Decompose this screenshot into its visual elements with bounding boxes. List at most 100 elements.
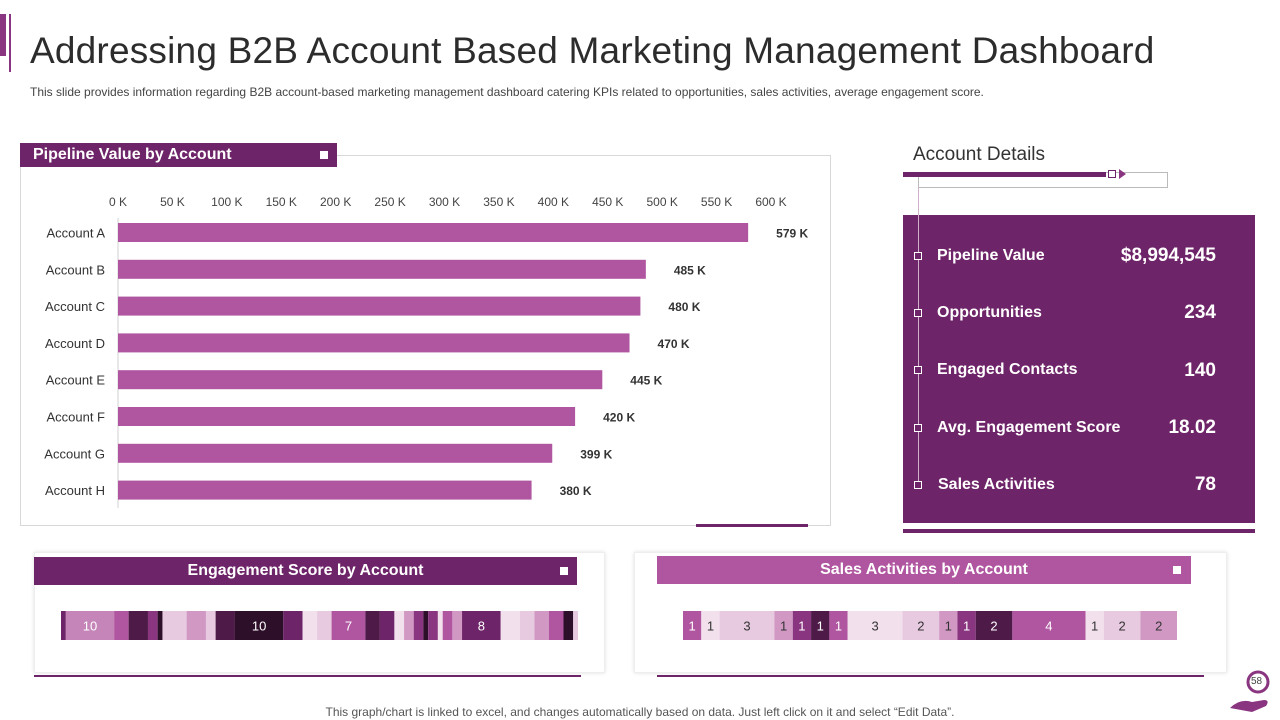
segment[interactable] <box>774 611 793 640</box>
segment[interactable] <box>157 611 163 640</box>
bar[interactable] <box>118 443 553 463</box>
segment[interactable] <box>701 611 720 640</box>
x-tick-label: 50 K <box>160 195 185 209</box>
segment[interactable] <box>452 611 463 640</box>
segment[interactable] <box>549 611 564 640</box>
bar-value-label: 485 K <box>674 263 706 277</box>
opportunities-label: Opportunities <box>937 304 1042 321</box>
engagement-chart-header: Engagement Score by Account <box>34 557 577 585</box>
segment[interactable] <box>1012 611 1086 640</box>
x-tick-label: 600 K <box>755 195 786 209</box>
segment[interactable] <box>215 611 235 640</box>
segment[interactable] <box>423 611 429 640</box>
segment[interactable] <box>847 611 903 640</box>
bullet-icon <box>914 481 922 489</box>
pipeline-value-value: $8,994,545 <box>1120 245 1216 266</box>
segment[interactable] <box>437 611 443 640</box>
segment[interactable] <box>683 611 702 640</box>
segment[interactable] <box>428 611 438 640</box>
page-subtitle: This slide provides information regardin… <box>30 85 984 99</box>
x-tick-label: 550 K <box>701 195 732 209</box>
account-details-connector <box>918 188 919 488</box>
segment[interactable] <box>462 611 501 640</box>
segment[interactable] <box>379 611 395 640</box>
segment[interactable] <box>957 611 976 640</box>
segment-label: 1 <box>707 619 714 634</box>
pipeline-chart[interactable]: 0 K 50 K 100 K 150 K 200 K 250 K 300 K 350 K 400… <box>0 0 840 530</box>
segment-label: 2 <box>917 619 924 634</box>
segment-label: 2 <box>1118 619 1125 634</box>
segment[interactable] <box>1140 611 1177 640</box>
segment[interactable] <box>520 611 535 640</box>
segment[interactable] <box>114 611 129 640</box>
header-square-icon <box>320 151 328 159</box>
segment[interactable] <box>573 611 578 640</box>
x-tick-label: 400 K <box>538 195 569 209</box>
segment-label: 1 <box>780 619 787 634</box>
segment[interactable] <box>811 611 830 640</box>
segment-label: 10 <box>83 619 97 634</box>
title-accent-bar <box>0 14 6 56</box>
segment[interactable] <box>317 611 332 640</box>
segment[interactable] <box>162 611 187 640</box>
bullet-icon <box>914 366 922 374</box>
segment[interactable] <box>1103 611 1141 640</box>
segment-label: 8 <box>478 619 485 634</box>
segment-label: 1 <box>798 619 805 634</box>
segment-label: 1 <box>963 619 970 634</box>
segment[interactable] <box>205 611 216 640</box>
opportunities-value: 234 <box>1184 302 1216 323</box>
segment-label: 7 <box>345 619 352 634</box>
segment[interactable] <box>404 611 414 640</box>
segment[interactable] <box>128 611 148 640</box>
segment[interactable] <box>442 611 453 640</box>
page-title: Addressing B2B Account Based Marketing M… <box>30 30 1155 71</box>
segment[interactable] <box>186 611 206 640</box>
bar[interactable] <box>118 296 641 316</box>
segment-label: 2 <box>990 619 997 634</box>
engaged-contacts-value: 140 <box>1184 360 1216 381</box>
segment[interactable] <box>500 611 521 640</box>
y-category-label: Account G <box>44 446 105 461</box>
bar[interactable] <box>118 480 532 500</box>
x-tick-label: 450 K <box>592 195 623 209</box>
segment[interactable] <box>365 611 380 640</box>
square-marker-icon <box>1108 170 1116 178</box>
avg-engagement-label: Avg. Engagement Score <box>937 419 1121 436</box>
segment[interactable] <box>829 611 848 640</box>
segment[interactable] <box>302 611 318 640</box>
bar[interactable] <box>118 259 646 279</box>
segment[interactable] <box>413 611 424 640</box>
segment[interactable] <box>939 611 958 640</box>
segment[interactable] <box>234 611 284 640</box>
segment[interactable] <box>902 611 940 640</box>
bar[interactable] <box>118 370 603 390</box>
account-details-underline <box>903 172 1106 177</box>
segment-label: 3 <box>871 619 878 634</box>
segment[interactable] <box>147 611 158 640</box>
segment[interactable] <box>331 611 366 640</box>
segment[interactable] <box>283 611 303 640</box>
segment[interactable] <box>65 611 115 640</box>
segment[interactable] <box>394 611 405 640</box>
segment[interactable] <box>61 611 66 640</box>
segment[interactable] <box>975 611 1013 640</box>
segment-label: 1 <box>1091 619 1098 634</box>
pipeline-chart-header: Pipeline Value by Account <box>20 143 337 167</box>
segment-label: 10 <box>252 619 266 634</box>
engagement-chart[interactable]: 10 10 7 8 <box>0 600 620 650</box>
bar-value-label: 480 K <box>668 300 700 314</box>
segment[interactable] <box>1085 611 1104 640</box>
page-number: 58 <box>1251 676 1263 687</box>
segment[interactable] <box>534 611 550 640</box>
bar[interactable] <box>118 407 576 426</box>
segment[interactable] <box>719 611 775 640</box>
y-category-label: Account D <box>45 336 105 351</box>
bar[interactable] <box>118 223 749 242</box>
x-tick-label: 250 K <box>374 195 405 209</box>
segment[interactable] <box>792 611 812 640</box>
segment[interactable] <box>563 611 574 640</box>
bar[interactable] <box>118 333 630 353</box>
bar-value-label: 470 K <box>658 337 690 351</box>
